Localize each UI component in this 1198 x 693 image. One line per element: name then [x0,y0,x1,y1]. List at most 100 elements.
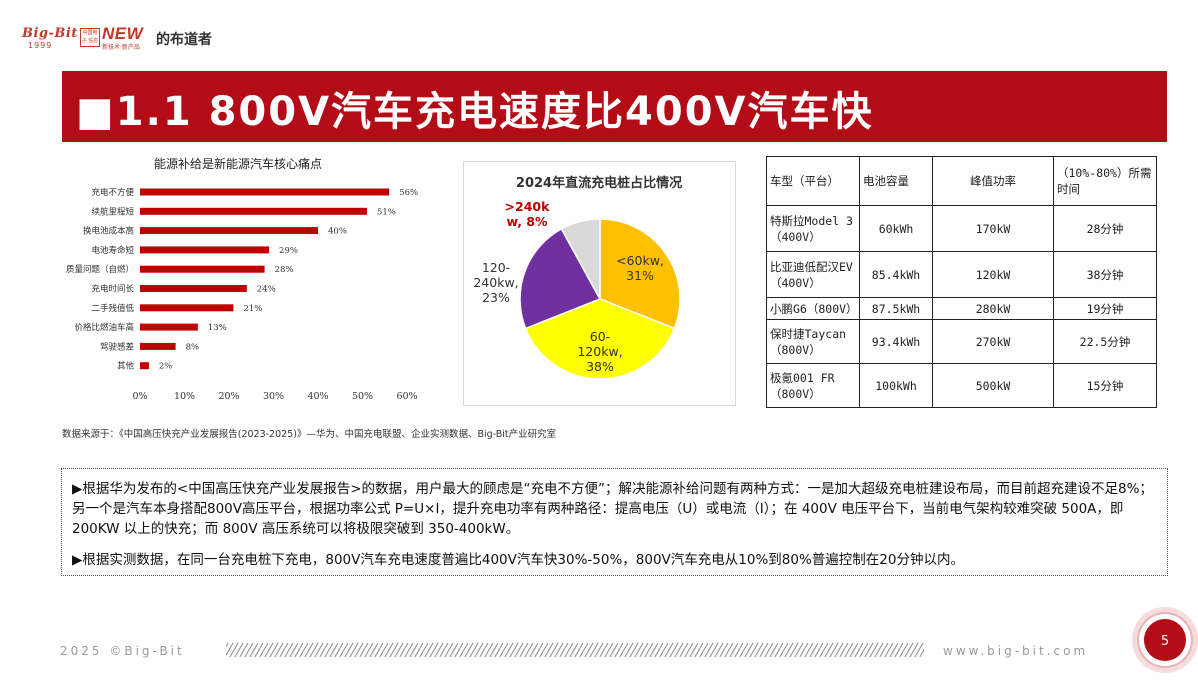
table-row: 极氪001 FR（800V） 100kWh 500kW 15分钟 [766,363,1157,408]
cell-time: 22.5分钟 [1053,319,1157,364]
cell-model: 保时捷Taycan（800V） [766,319,860,364]
bar-x-tick-label: 50% [352,391,373,402]
header-battery: 电池容量 [859,156,933,206]
logo-tagline: 的布道者 [156,32,212,48]
pie-slice-label: 60-120kw, 38% [577,329,622,374]
bar-value-label: 51% [377,207,396,217]
bar-category-label: 续航里程短 [91,206,134,217]
cell-time: 28分钟 [1053,205,1157,252]
table-header-row: 车型（平台） 电池容量 峰值功率 （10%-80%）所需时间 [766,156,1157,206]
footer-hatch-divider [226,643,924,657]
page-number: 5 [1161,634,1169,649]
bar [140,246,270,254]
bar-category-label: 二手残值低 [91,303,134,314]
logo-new-text: NEW [102,24,144,43]
bar [140,227,318,235]
cell-power: 170kW [932,205,1054,252]
brand-logo: Big-Bit 1999 中国电子 信息业 NEW 新技术·新产品 的布道者 [22,24,222,54]
cell-time: 19分钟 [1053,297,1157,320]
cell-battery: 87.5kWh [859,297,933,320]
bar-category-label: 其他 [117,361,135,372]
cell-model: 极氪001 FR（800V） [766,363,860,408]
pie-slice [599,218,681,330]
bar [140,304,234,312]
pie-slice [560,218,601,300]
pie-chart-svg: 2024年直流充电桩占比情况 <60kw, 31% 60-120kw, 38% 120-… [473,175,682,380]
bar-x-tick-label: 30% [263,391,284,402]
bar-chart-title: 能源补给是新能源汽车核心痛点 [154,156,322,171]
cell-battery: 85.4kWh [859,251,933,298]
bar-x-tick-label: 10% [174,391,195,402]
bar-category-label: 电池寿命短 [91,245,134,256]
summary-paragraph-1: ▶根据华为发布的<中国高压快充产业发展报告>的数据，用户最大的顾虑是“充电不方便… [72,481,1153,537]
bar-category-label: 充电时间长 [91,284,134,295]
bar-value-label: 24% [257,285,276,295]
bar-value-label: 2% [159,362,173,372]
table-row: 比亚迪低配汉EV（400V） 85.4kWh 120kW 38分钟 [766,251,1157,298]
cell-power: 280kW [932,297,1054,320]
cell-battery: 100kWh [859,363,933,408]
pie-chart-title: 2024年直流充电桩占比情况 [516,175,682,191]
bar-value-label: 56% [399,188,418,198]
data-source-note: 数据来源于：《中国高压快充产业发展报告(2023-2025)》—华为、中国充电联… [62,429,557,440]
bar [140,323,198,331]
pie-slice [519,227,602,330]
bar [140,362,149,370]
summary-paragraph-2: ▶根据实测数据，在同一台充电桩下充电，800V汽车充电速度普遍比400V汽车快3… [72,552,964,568]
bar [140,188,390,196]
table-row: 保时捷Taycan（800V） 93.4kWh 270kW 22.5分钟 [766,319,1157,364]
bar-category-label: 价格比燃油车高 [74,322,134,333]
bar-value-label: 28% [275,265,294,275]
header-model: 车型（平台） [766,156,860,206]
page-title: ■1.1 800V汽车充电速度比400V汽车快 [76,89,874,135]
pie-slice-label: 120-240kw, 23% [473,260,518,305]
bar-x-tick-label: 60% [396,391,417,402]
bar [140,285,247,292]
bar-value-label: 40% [328,227,347,237]
table-row: 特斯拉Model 3（400V） 60kWh 170kW 28分钟 [766,205,1157,252]
footer-website: www.big-bit.com [943,644,1089,658]
bar-value-label: 8% [186,342,200,352]
cell-time: 38分钟 [1053,251,1157,298]
header-power: 峰值功率 [932,156,1054,206]
bar [140,265,265,273]
table-row: 小鹏G6（800V） 87.5kWh 280kW 19分钟 [766,297,1157,320]
cell-model: 小鹏G6（800V） [766,297,860,320]
cell-battery: 60kWh [859,205,933,252]
pie-chart: 2024年直流充电桩占比情况 <60kw, 31% 60-120kw, 38% 120-… [463,161,736,406]
bar-x-tick-label: 20% [218,391,239,402]
pie-slice [524,298,676,380]
cell-power: 270kW [932,319,1054,364]
bar-x-tick-label: 0% [132,391,147,402]
cell-time: 15分钟 [1053,363,1157,408]
cell-power: 120kW [932,251,1054,298]
cell-model: 比亚迪低配汉EV（400V） [766,251,860,298]
bar [140,342,176,350]
bar-x-tick-label: 40% [307,391,328,402]
footer-copyright: 2025 ©Big-Bit [60,644,185,658]
bar-category-label: 驾驶感差 [100,341,134,352]
bar-chart-svg: 能源补给是新能源汽车核心痛点 充电不方便 56% 续航里程短 51% 换电池成本高 40%… [66,156,418,402]
cell-model: 特斯拉Model 3（400V） [766,205,860,252]
pie-slice-label: <60kw, 31% [616,253,664,283]
logo-brand-text: Big-Bit [22,26,78,41]
page-number-badge: 5 [1132,607,1198,673]
logo-new-subtext: 新技术·新产品 [102,44,140,51]
bar-category-label: 充电不方便 [91,187,134,198]
spec-table: 车型（平台） 电池容量 峰值功率 （10%-80%）所需时间 特斯拉Model … [766,156,1157,408]
pie-slice-label: >240k w, 8% [505,199,551,229]
logo-year: 1999 [28,41,53,50]
cell-battery: 93.4kWh [859,319,933,364]
summary-text-box: ▶根据华为发布的<中国高压快充产业发展报告>的数据，用户最大的顾虑是“充电不方便… [61,468,1168,576]
header-time: （10%-80%）所需时间 [1053,156,1157,206]
bar [140,207,367,215]
cell-power: 500kW [932,363,1054,408]
bar-category-label: 换电池成本高 [83,226,134,237]
bar-category-label: 质量问题（自燃） [66,264,134,275]
bar-value-label: 29% [279,246,298,256]
bar-chart: 能源补给是新能源汽车核心痛点 充电不方便 56% 续航里程短 51% 换电池成本高 40%… [62,150,434,410]
bar-value-label: 13% [208,323,227,333]
title-bar: ■1.1 800V汽车充电速度比400V汽车快 [62,71,1167,142]
logo-box-text: 中国电子 信息业 [80,28,100,47]
bar-value-label: 21% [243,304,262,314]
